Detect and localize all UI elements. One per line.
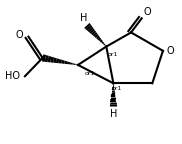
Text: or1: or1 — [108, 52, 118, 57]
Text: HO: HO — [5, 71, 20, 81]
Text: or1: or1 — [85, 71, 95, 76]
Text: H: H — [80, 13, 87, 23]
Text: O: O — [167, 46, 174, 56]
Text: O: O — [143, 7, 151, 17]
Text: O: O — [15, 30, 23, 40]
Text: or1: or1 — [112, 86, 122, 91]
Text: H: H — [110, 109, 117, 119]
